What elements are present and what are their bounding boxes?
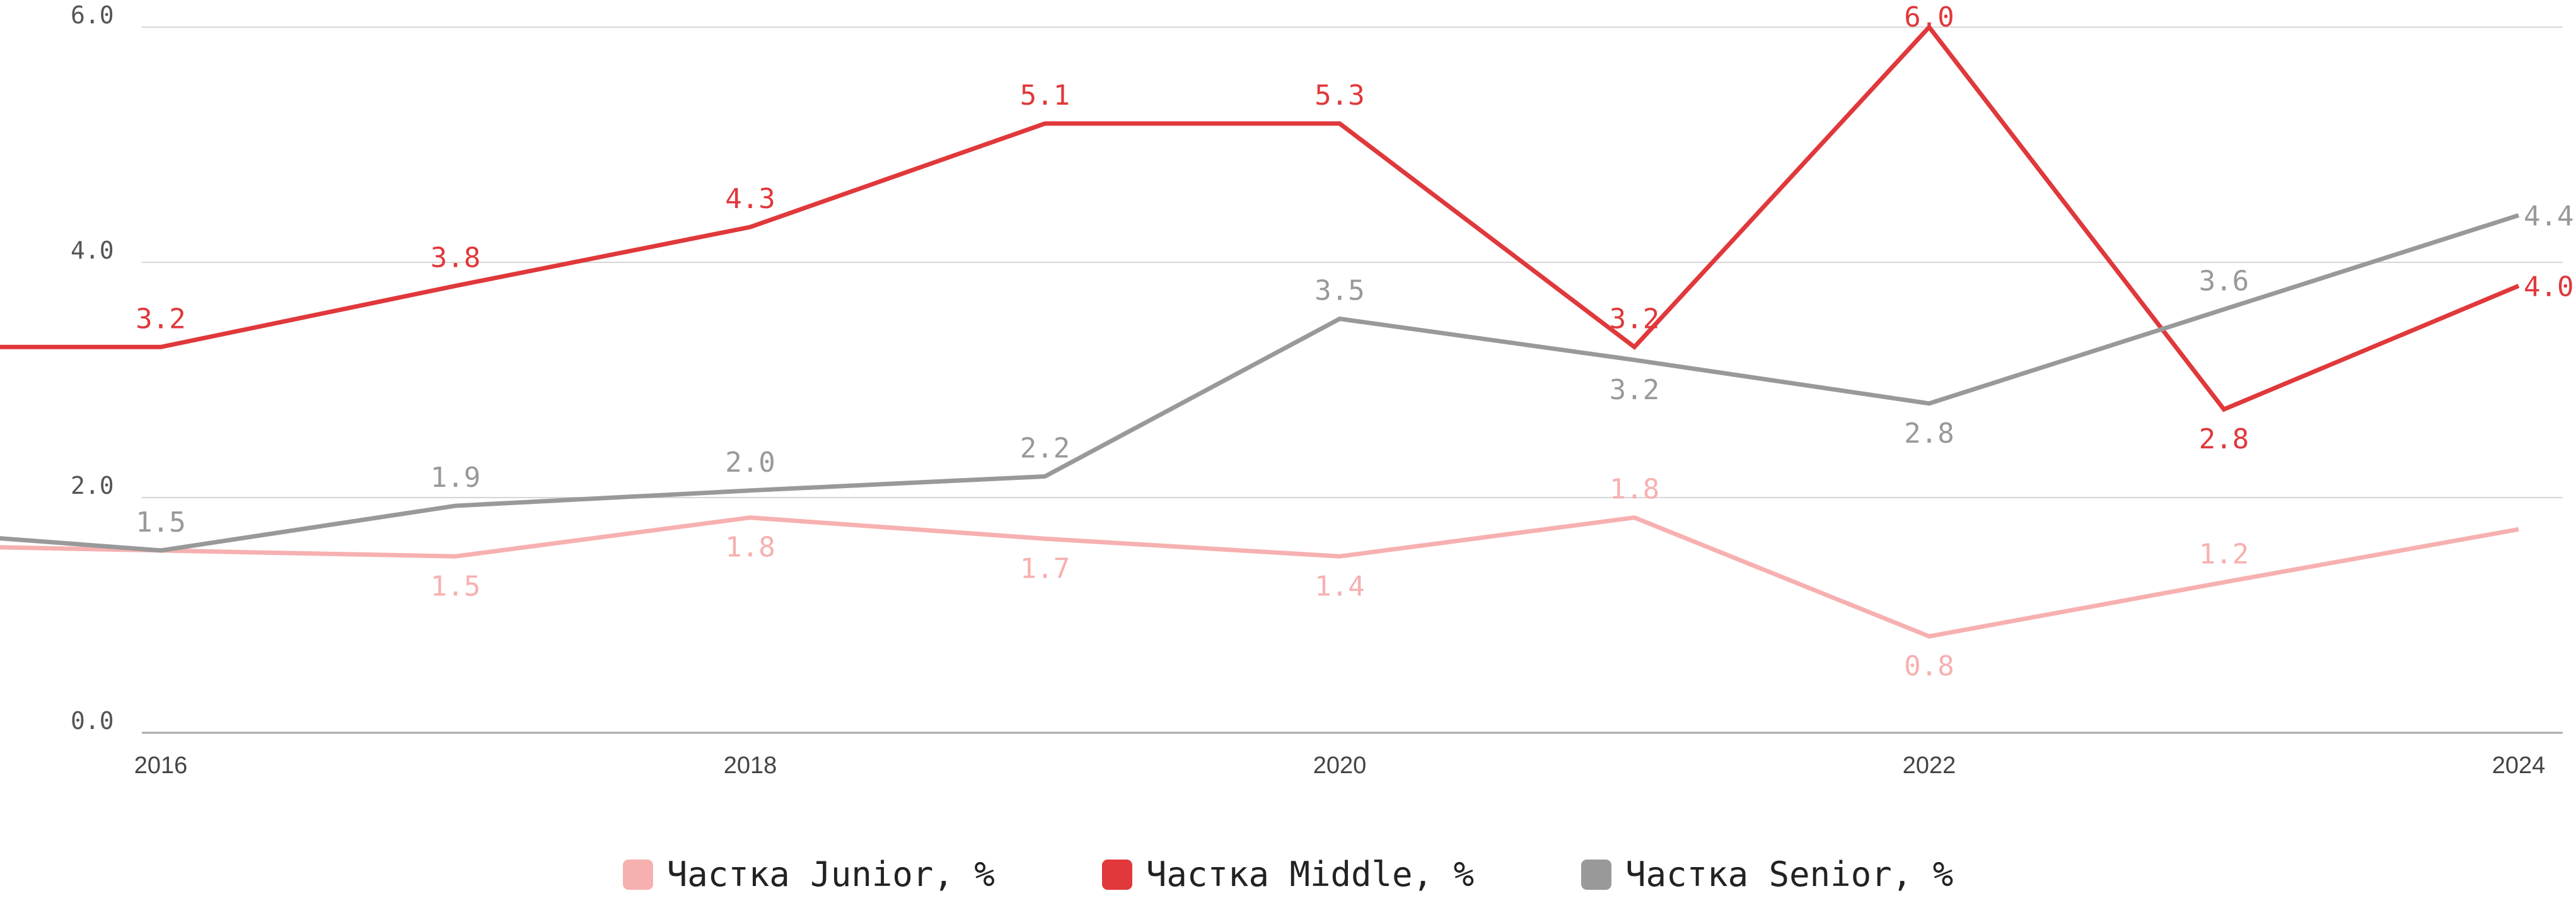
series-line (0, 23, 2520, 412)
legend-label: Частка Senior, % (1625, 854, 1954, 894)
data-point (1045, 123, 1046, 124)
data-point (1929, 403, 1930, 404)
data-label: 3.6 (2199, 265, 2249, 298)
data-point (1339, 318, 1340, 320)
data-labels: 1.61.51.51.81.71.41.80.81.23.23.23.84.35… (136, 1, 2573, 682)
legend: Частка Junior, % Частка Middle, % Частка S… (0, 854, 2576, 894)
data-label: 4.0 (2524, 271, 2573, 303)
data-point (2518, 214, 2519, 216)
legend-item: Частка Middle, % (1101, 854, 1475, 894)
data-point (455, 505, 456, 506)
data-point (1634, 346, 1635, 347)
data-label: 6.0 (1904, 1, 1954, 33)
x-tick-label: 2016 (134, 752, 188, 779)
data-point (750, 517, 751, 518)
data-point (1339, 123, 1340, 124)
data-point (2224, 309, 2225, 310)
data-point (455, 285, 456, 286)
data-label: 1.2 (2199, 538, 2249, 570)
data-label: 3.8 (431, 242, 480, 274)
gridlines (142, 26, 2563, 734)
legend-item: Частка Senior, % (1581, 854, 1953, 894)
data-point (1634, 517, 1635, 518)
x-tick-label: 2024 (2492, 752, 2546, 779)
data-label: 2.8 (2199, 423, 2249, 455)
data-point (455, 556, 456, 557)
y-tick-label: 4.0 (71, 236, 114, 264)
x-tick-label: 2020 (1313, 752, 1367, 779)
legend-item: Частка Junior, % (622, 854, 995, 894)
data-label: 2.2 (1020, 432, 1070, 464)
data-point (750, 226, 751, 228)
legend-swatch (622, 859, 653, 890)
data-label: 1.8 (725, 532, 775, 564)
data-point (2518, 528, 2519, 530)
data-label: 1.5 (431, 570, 480, 602)
data-point (1929, 636, 1930, 637)
y-tick-label: 2.0 (71, 472, 114, 499)
legend-label: Частка Junior, % (666, 854, 995, 894)
x-tick-label: 2022 (1903, 752, 1956, 779)
data-point (1634, 359, 1635, 361)
data-point (160, 550, 161, 551)
data-point (750, 490, 751, 491)
data-point (1045, 538, 1046, 539)
data-point (2224, 409, 2225, 410)
series-line (0, 515, 2519, 639)
legend-swatch (1581, 859, 1612, 890)
data-label: 1.9 (431, 462, 480, 494)
data-point (2518, 285, 2519, 286)
data-label: 4.4 (2524, 200, 2573, 232)
data-label: 3.5 (1314, 275, 1364, 307)
data-label: 3.2 (1610, 374, 1659, 406)
data-label: 5.3 (1314, 79, 1364, 112)
data-label: 2.0 (725, 446, 775, 479)
data-label: 5.1 (1020, 79, 1070, 112)
data-label: 3.2 (1610, 303, 1659, 335)
x-tick-label: 2018 (724, 752, 777, 779)
y-tick-label: 6.0 (71, 1, 114, 29)
legend-swatch (1101, 859, 1132, 890)
data-point (2224, 581, 2225, 583)
y-axis: 0.0 2.0 4.0 6.0 (71, 1, 114, 735)
legend-label: Частка Middle, % (1146, 854, 1475, 894)
series-lines (0, 23, 2520, 639)
data-label: 1.7 (1020, 552, 1070, 585)
data-label: 4.3 (725, 183, 775, 215)
x-axis: 2016 2018 2020 2022 2024 (134, 752, 2546, 779)
data-label: 2.8 (1904, 417, 1954, 450)
data-point (160, 346, 161, 347)
data-label: 1.5 (136, 506, 185, 539)
data-label: 3.2 (136, 303, 185, 335)
data-point (1045, 475, 1046, 477)
data-label: 1.5 (136, 506, 185, 539)
data-label: 1.4 (1314, 570, 1364, 602)
series-line (0, 213, 2520, 553)
data-point (1339, 556, 1340, 557)
y-tick-label: 0.0 (71, 707, 114, 735)
data-label: 0.8 (1904, 650, 1954, 682)
data-label: 1.8 (1610, 474, 1659, 506)
